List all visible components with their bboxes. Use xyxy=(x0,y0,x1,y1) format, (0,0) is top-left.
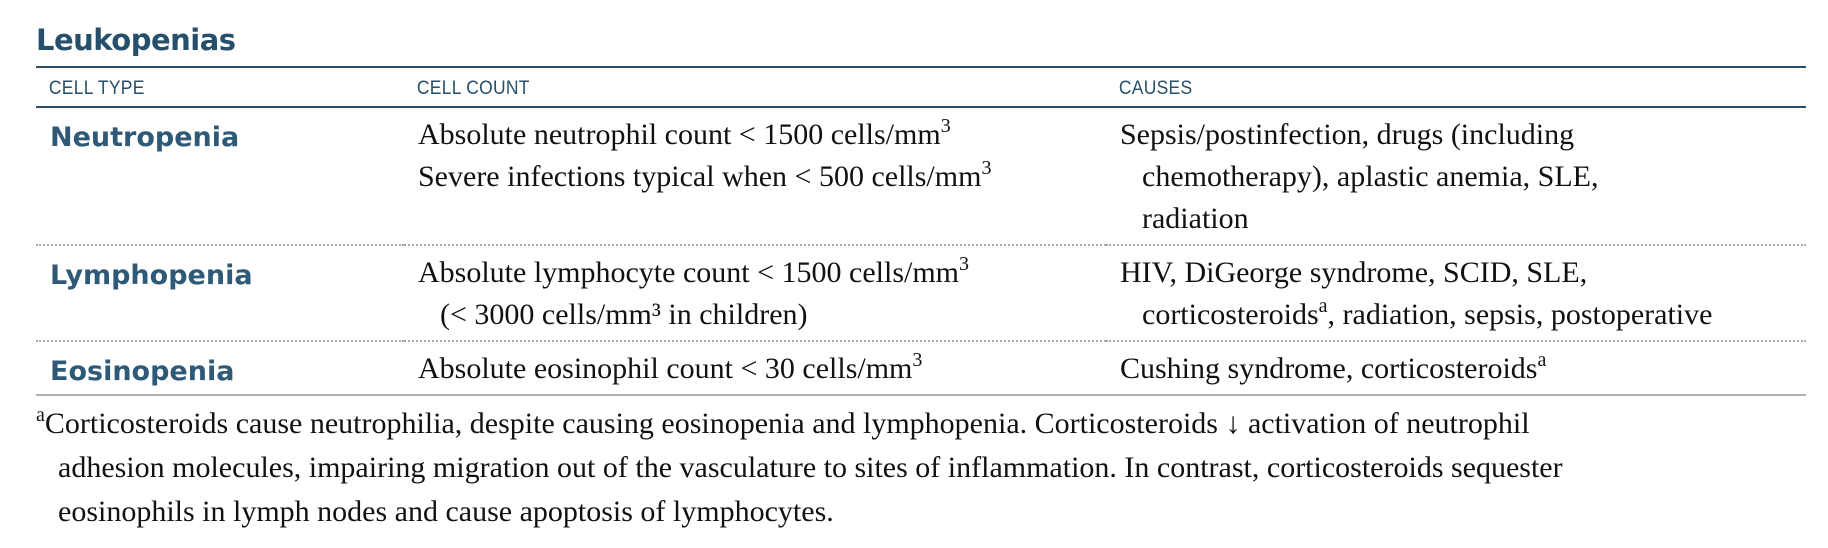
footnote-marker: a xyxy=(36,404,45,426)
count-line: Absolute eosinophil count < 30 cells/mm3 xyxy=(418,349,923,385)
causes-line: radiation xyxy=(1142,202,1249,235)
footnote-line: adhesion molecules, impairing migration … xyxy=(58,451,1563,484)
footnote-line: eosinophils in lymph nodes and cause apo… xyxy=(58,495,834,528)
cell-count: Absolute eosinophil count < 30 cells/mm3 xyxy=(404,341,1106,395)
table-row-neutropenia: Neutropenia Absolute neutrophil count < … xyxy=(36,107,1806,245)
table-title: Leukopenias xyxy=(36,23,236,57)
count-line: Absolute lymphocyte count < 1500 cells/m… xyxy=(418,253,970,289)
causes-line: Sepsis/postinfection, drugs (including xyxy=(1120,118,1575,151)
header-cell-count: CELL COUNT xyxy=(416,78,530,99)
header-cell-type: CELL TYPE xyxy=(48,78,145,99)
count-line: Severe infections typical when < 500 cel… xyxy=(418,157,992,193)
causes-line: corticosteroidsa, radiation, sepsis, pos… xyxy=(1142,295,1713,331)
causes-line: Cushing syndrome, corticosteroidsa xyxy=(1120,349,1547,385)
cell-type: Lymphopenia xyxy=(50,260,253,291)
cell-causes: Cushing syndrome, corticosteroidsa xyxy=(1106,341,1806,395)
leukopenias-table: CELL TYPE CELL COUNT CAUSES Neutropenia … xyxy=(36,66,1806,396)
table-row-lymphopenia: Lymphopenia Absolute lymphocyte count < … xyxy=(36,245,1806,341)
cell-type: Neutropenia xyxy=(50,122,240,153)
count-line: Absolute neutrophil count < 1500 cells/m… xyxy=(418,115,951,151)
causes-line: chemotherapy), aplastic anemia, SLE, xyxy=(1142,160,1599,193)
table-row-eosinopenia: Eosinopenia Absolute eosinophil count < … xyxy=(36,341,1806,395)
causes-line: HIV, DiGeorge syndrome, SCID, SLE, xyxy=(1120,256,1588,289)
cell-causes: Sepsis/postinfection, drugs (including c… xyxy=(1106,107,1806,245)
cell-causes: HIV, DiGeorge syndrome, SCID, SLE, corti… xyxy=(1106,245,1806,341)
cell-type: Eosinopenia xyxy=(50,356,235,387)
footnote-line: aCorticosteroids cause neutrophilia, des… xyxy=(36,404,1530,440)
leukopenias-table-section: Leukopenias CELL TYPE CELL COUNT CAUSES … xyxy=(36,18,1806,534)
count-line: (< 3000 cells/mm³ in children) xyxy=(440,298,808,331)
cell-count: Absolute neutrophil count < 1500 cells/m… xyxy=(404,107,1106,245)
table-header-row: CELL TYPE CELL COUNT CAUSES xyxy=(36,67,1806,107)
table-footnote: aCorticosteroids cause neutrophilia, des… xyxy=(36,402,1806,534)
cell-count: Absolute lymphocyte count < 1500 cells/m… xyxy=(404,245,1106,341)
header-causes: CAUSES xyxy=(1118,78,1193,99)
